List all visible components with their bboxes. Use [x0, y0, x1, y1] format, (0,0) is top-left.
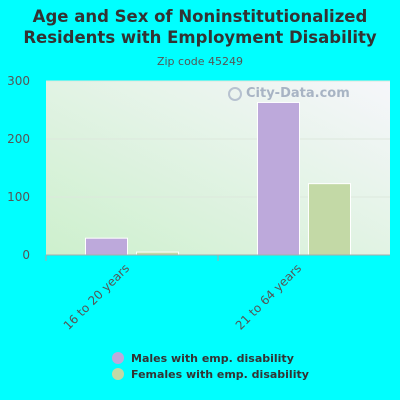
legend-swatch-males: [112, 352, 124, 364]
chart-subtitle: Zip code 45249: [156, 55, 244, 68]
legend-item-males: Males with emp. disability: [112, 350, 309, 366]
y-tick-label: 300: [7, 74, 30, 88]
watermark: City-Data.com: [228, 86, 350, 101]
city-data-logo-icon: [228, 86, 242, 101]
x-tick-label: 16 to 20 years: [61, 261, 132, 332]
legend-label-males: Males with emp. disability: [131, 351, 294, 365]
chart-title: Age and Sex of Noninstitutionalized Resi…: [23, 7, 377, 47]
bar-males: [257, 101, 300, 256]
legend-label-females: Females with emp. disability: [131, 367, 309, 381]
y-tick-label: 100: [7, 190, 30, 204]
x-tick-label: 21 to 64 years: [233, 261, 304, 332]
legend: Males with emp. disability Females with …: [112, 350, 309, 382]
legend-item-females: Females with emp. disability: [112, 366, 309, 382]
bar-males: [85, 237, 128, 256]
bar-females: [308, 183, 351, 256]
y-tick-label: 0: [22, 248, 30, 262]
watermark-text: City-Data.com: [246, 86, 350, 101]
legend-swatch-females: [112, 368, 124, 380]
y-tick-label: 200: [7, 132, 30, 146]
